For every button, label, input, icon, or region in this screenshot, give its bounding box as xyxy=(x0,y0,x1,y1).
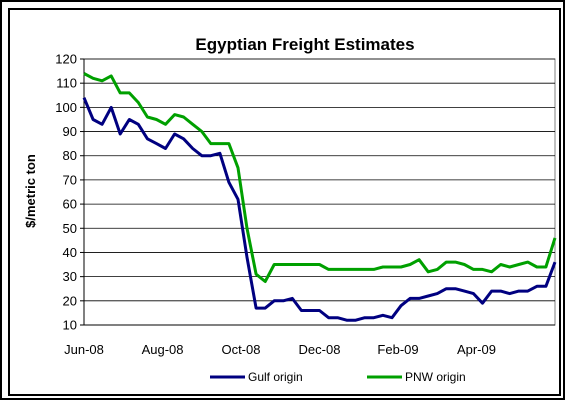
y-tick-label: 120 xyxy=(55,52,77,67)
plot-area xyxy=(83,58,556,326)
x-tick-label: Apr-09 xyxy=(457,342,496,357)
y-tick-label: 70 xyxy=(63,172,77,187)
pnw-origin-line xyxy=(83,72,557,283)
x-tick-label: Feb-09 xyxy=(377,342,418,357)
legend-label-gulf-origin: Gulf origin xyxy=(248,370,303,384)
y-tick-label: 60 xyxy=(63,197,77,212)
gulf-origin-line xyxy=(82,97,557,322)
y-axis-label: $/metric ton xyxy=(23,154,38,228)
gridlines xyxy=(84,58,555,326)
y-tick-label: 50 xyxy=(63,221,77,236)
y-tick-label: 90 xyxy=(63,124,77,139)
chart-title: Egyptian Freight Estimates xyxy=(195,35,414,54)
x-tick-label: Jun-08 xyxy=(64,342,104,357)
legend-label-pnw-origin: PNW origin xyxy=(405,370,466,384)
series-lines xyxy=(82,72,557,322)
legend: Gulf origin PNW origin xyxy=(210,370,466,384)
y-tick-label: 110 xyxy=(56,76,77,91)
x-axis-ticks: Jun-08 Aug-08 Oct-08 Dec-08 Feb-09 Apr-09 xyxy=(64,342,496,357)
y-tick-label: 10 xyxy=(63,318,77,333)
y-tick-label: 100 xyxy=(55,100,77,115)
y-tick-label: 80 xyxy=(63,148,77,163)
x-tick-label: Dec-08 xyxy=(299,342,341,357)
y-tick-label: 20 xyxy=(63,293,77,308)
y-tick-label: 40 xyxy=(63,245,77,260)
y-axis-ticks: 10 20 30 40 50 60 70 80 90 100 110 120 xyxy=(55,52,555,333)
x-tick-label: Aug-08 xyxy=(142,342,184,357)
chart-border xyxy=(8,8,561,396)
plot-area-border xyxy=(83,58,556,326)
x-tick-label: Oct-08 xyxy=(221,342,260,357)
y-tick-label: 30 xyxy=(63,269,77,284)
